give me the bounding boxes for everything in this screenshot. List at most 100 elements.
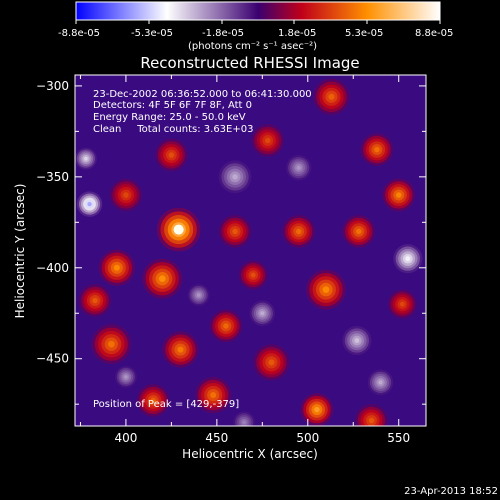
peak-position-label: Position of Peak = [429,-379] (93, 399, 239, 410)
detectors-info: Detectors: 4F 5F 6F 7F 8F, Att 0 (93, 100, 252, 111)
negative-residual (342, 325, 372, 356)
y-tick-label: −300 (36, 79, 69, 93)
plot-frame (74, 74, 427, 427)
x-tick-label: 550 (387, 431, 410, 445)
heatmap (75, 78, 423, 426)
emission-source (387, 289, 417, 319)
emission-source (305, 269, 346, 310)
x-axis-label: Heliocentric X (arcsec) (182, 447, 318, 461)
heatmap-contour (395, 192, 402, 198)
heatmap-contour (378, 380, 383, 385)
observation-time: 23-Dec-2002 06:36:52.000 to 06:41:30.000 (93, 89, 312, 100)
heatmap-contour (242, 420, 246, 425)
emission-source (98, 249, 136, 286)
heatmap-contour (87, 202, 92, 207)
negative-residual (187, 284, 210, 306)
emission-source (209, 309, 243, 343)
colorbar-unit-label: (photons cm⁻² s⁻¹ asec⁻²) (188, 41, 317, 52)
heatmap-contour (84, 156, 88, 161)
negative-residual (233, 411, 256, 426)
colorbar-tick-label: -1.8e-05 (202, 28, 244, 39)
heatmap-contour (268, 359, 275, 366)
plot-background (75, 75, 426, 426)
energy-range: Energy Range: 25.0 - 50.0 keV (93, 112, 246, 123)
y-tick-label: −450 (36, 352, 69, 366)
heatmap-contour (113, 264, 120, 271)
heatmap-contour (232, 174, 238, 180)
colorbar-tick-label: -8.8e-05 (58, 28, 100, 39)
emission-source (109, 178, 143, 212)
heatmap-contour (108, 340, 115, 348)
negative-residual (76, 191, 103, 217)
heatmap-contour (399, 301, 405, 307)
emission-source (155, 138, 188, 172)
negative-residual (367, 369, 394, 396)
emission-source (253, 344, 290, 381)
peak-marker (173, 224, 184, 235)
emission-source (360, 133, 394, 166)
heatmap-contour (374, 146, 380, 153)
heatmap-contour (232, 228, 238, 235)
emission-source (313, 78, 350, 116)
emission-source (162, 331, 199, 368)
y-axis-label: Heliocentric Y (arcsec) (13, 184, 27, 319)
emission-source (218, 215, 252, 248)
negative-residual (115, 365, 137, 388)
heatmap-contour (296, 165, 301, 170)
colorbar-ticks (75, 20, 441, 24)
emission-source (78, 284, 112, 317)
emission-source (195, 376, 232, 414)
emission-source (238, 260, 268, 290)
heatmap-contour (168, 152, 175, 158)
emission-source (300, 393, 334, 426)
emission-source (91, 324, 132, 365)
heatmap-contour (314, 406, 320, 413)
heatmap-contour (265, 137, 271, 144)
colorbar-tick-label: 1.8e-05 (278, 28, 316, 39)
colorbar-tick-label: -5.3e-05 (131, 28, 173, 39)
colorbar-tick-label: 5.3e-05 (345, 28, 383, 39)
heatmap-contour (124, 375, 128, 379)
clean-total-counts: Clean Total counts: 3.63E+03 (93, 124, 253, 135)
negative-residual (285, 155, 312, 181)
y-tick-label: −350 (36, 170, 69, 184)
heatmap-contour (295, 228, 302, 235)
footer-timestamp: 23-Apr-2013 18:52 (404, 486, 498, 497)
heatmap-contour (354, 338, 360, 343)
heatmap-contour (322, 286, 330, 293)
negative-residual (249, 300, 276, 326)
heatmap-contour (92, 297, 98, 304)
y-tick-label: −400 (36, 261, 69, 275)
heatmap-contour (355, 228, 362, 235)
heatmap-contour (150, 397, 156, 404)
emission-source (342, 215, 376, 248)
x-tick-label: 450 (205, 431, 228, 445)
chart-title: Reconstructed RHESSI Image (140, 54, 359, 72)
negative-residual (218, 160, 252, 194)
emission-source (282, 215, 316, 248)
emission-source (142, 258, 183, 299)
heatmap-contour (123, 192, 129, 198)
axis-ticks (75, 75, 426, 426)
heatmap-contour (223, 323, 229, 329)
heatmap-contour (177, 346, 184, 353)
heatmap-contour (405, 256, 411, 262)
heatmap-contour (158, 275, 166, 283)
negative-residual (75, 147, 97, 170)
emission-source (136, 384, 170, 417)
negative-residual (393, 244, 423, 274)
heatmap-contour (196, 293, 201, 297)
heatmap-contour (250, 272, 256, 278)
emission-source (251, 124, 285, 157)
x-tick-label: 500 (296, 431, 319, 445)
heatmap-contour (260, 311, 265, 316)
heatmap-contour (328, 93, 335, 100)
colorbar (75, 1, 441, 21)
colorbar-tick-label: 8.8e-05 (415, 28, 453, 39)
emission-source (382, 178, 416, 212)
heatmap-contour (210, 392, 217, 399)
emission-source (355, 404, 388, 426)
heatmap-contour (368, 417, 375, 424)
x-tick-label: 400 (114, 431, 137, 445)
